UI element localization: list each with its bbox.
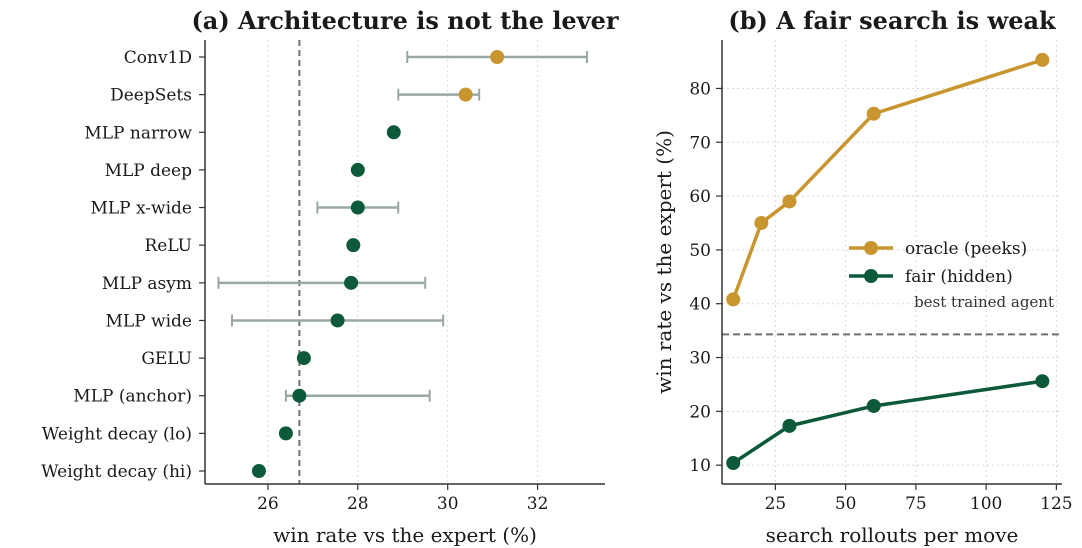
data-point	[350, 162, 365, 177]
category-label: MLP wide	[106, 311, 192, 331]
panel-b-x-ticks: 25 50 75 100 125	[765, 484, 1073, 514]
legend-swatch-marker	[864, 269, 878, 283]
panel-a-chart: (a) Architecture is not the lever 26 28 30…	[41, 6, 619, 547]
data-point	[1035, 52, 1050, 67]
series-line	[731, 58, 1043, 301]
data-point	[726, 456, 741, 471]
panel-b-y-ticks: 10 20 30 40 50 60 70 80	[689, 79, 722, 476]
data-point	[292, 388, 307, 403]
data-point	[866, 398, 881, 413]
data-point	[866, 106, 881, 121]
panel-b-axes	[721, 40, 1062, 485]
panel-b-chart: (b) A fair search is weak 25 50 75 100 125 1…	[652, 6, 1073, 547]
x-tick-label: 125	[1040, 494, 1072, 514]
data-point	[296, 351, 311, 366]
panel-b-points	[726, 52, 1050, 471]
legend-label: oracle (peeks)	[905, 239, 1027, 259]
y-tick-label: 80	[689, 79, 711, 99]
category-label: Weight decay (hi)	[41, 462, 192, 482]
panel-a-category-labels: Conv1D DeepSets MLP narrow MLP deep MLP x-wi…	[41, 48, 205, 482]
data-point	[1035, 374, 1050, 389]
panel-a-x-ticks: 26 28 30 32	[257, 484, 548, 514]
x-tick-label: 25	[765, 494, 787, 514]
data-point	[251, 464, 266, 478]
data-point	[330, 313, 345, 328]
category-label: MLP x-wide	[90, 199, 192, 219]
data-point	[782, 418, 797, 433]
data-point	[754, 215, 769, 230]
category-label: GELU	[141, 349, 192, 369]
data-point	[458, 87, 473, 102]
category-label: MLP deep	[105, 161, 193, 181]
y-tick-label: 70	[689, 133, 711, 153]
data-point	[386, 125, 401, 140]
panel-b-series-lines	[731, 58, 1043, 465]
data-point	[726, 292, 741, 307]
x-tick-label: 50	[835, 494, 857, 514]
category-label: DeepSets	[110, 86, 192, 106]
panel-b-x-axis-label: search rollouts per move	[766, 523, 1019, 547]
y-tick-label: 20	[689, 402, 711, 422]
category-label: Conv1D	[124, 48, 192, 68]
panel-b-grid	[722, 40, 1062, 484]
data-point	[490, 50, 505, 64]
y-tick-label: 40	[689, 295, 711, 315]
y-tick-label: 30	[689, 349, 711, 369]
panel-b-reference-label: best trained agent	[914, 293, 1054, 311]
series-line	[732, 379, 1043, 465]
category-label: MLP narrow	[84, 123, 192, 143]
x-tick-label: 32	[527, 494, 549, 514]
legend-label: fair (hidden)	[905, 267, 1013, 287]
data-point	[344, 275, 359, 290]
panel-b-y-axis-label: win rate vs the expert (%)	[652, 130, 676, 394]
panel-a-x-axis-label: win rate vs the expert (%)	[273, 523, 537, 547]
panel-a-title: (a) Architecture is not the lever	[191, 6, 618, 35]
x-tick-label: 26	[257, 494, 279, 514]
x-tick-label: 100	[970, 494, 1002, 514]
panel-b-title: (b) A fair search is weak	[728, 6, 1057, 35]
data-point	[346, 238, 361, 253]
x-tick-label: 28	[347, 494, 369, 514]
panel-a-axes	[204, 40, 605, 485]
panel-b-legend: oracle (peeks) fair (hidden)	[849, 239, 1027, 287]
category-label: MLP (anchor)	[73, 387, 192, 407]
panel-a-grid	[267, 40, 539, 484]
data-point	[782, 194, 797, 209]
category-label: Weight decay (lo)	[42, 424, 192, 444]
category-label: MLP asym	[102, 274, 192, 294]
x-tick-label: 30	[437, 494, 459, 514]
panel-a-errorbars	[217, 51, 589, 402]
y-tick-label: 10	[689, 456, 711, 476]
data-point	[278, 426, 293, 441]
legend-swatch-marker	[864, 241, 878, 255]
x-tick-label: 75	[905, 494, 927, 514]
y-tick-label: 60	[689, 187, 711, 207]
y-tick-label: 50	[689, 241, 711, 261]
data-point	[350, 200, 365, 215]
panel-a-points	[251, 50, 505, 478]
category-label: ReLU	[144, 236, 192, 256]
